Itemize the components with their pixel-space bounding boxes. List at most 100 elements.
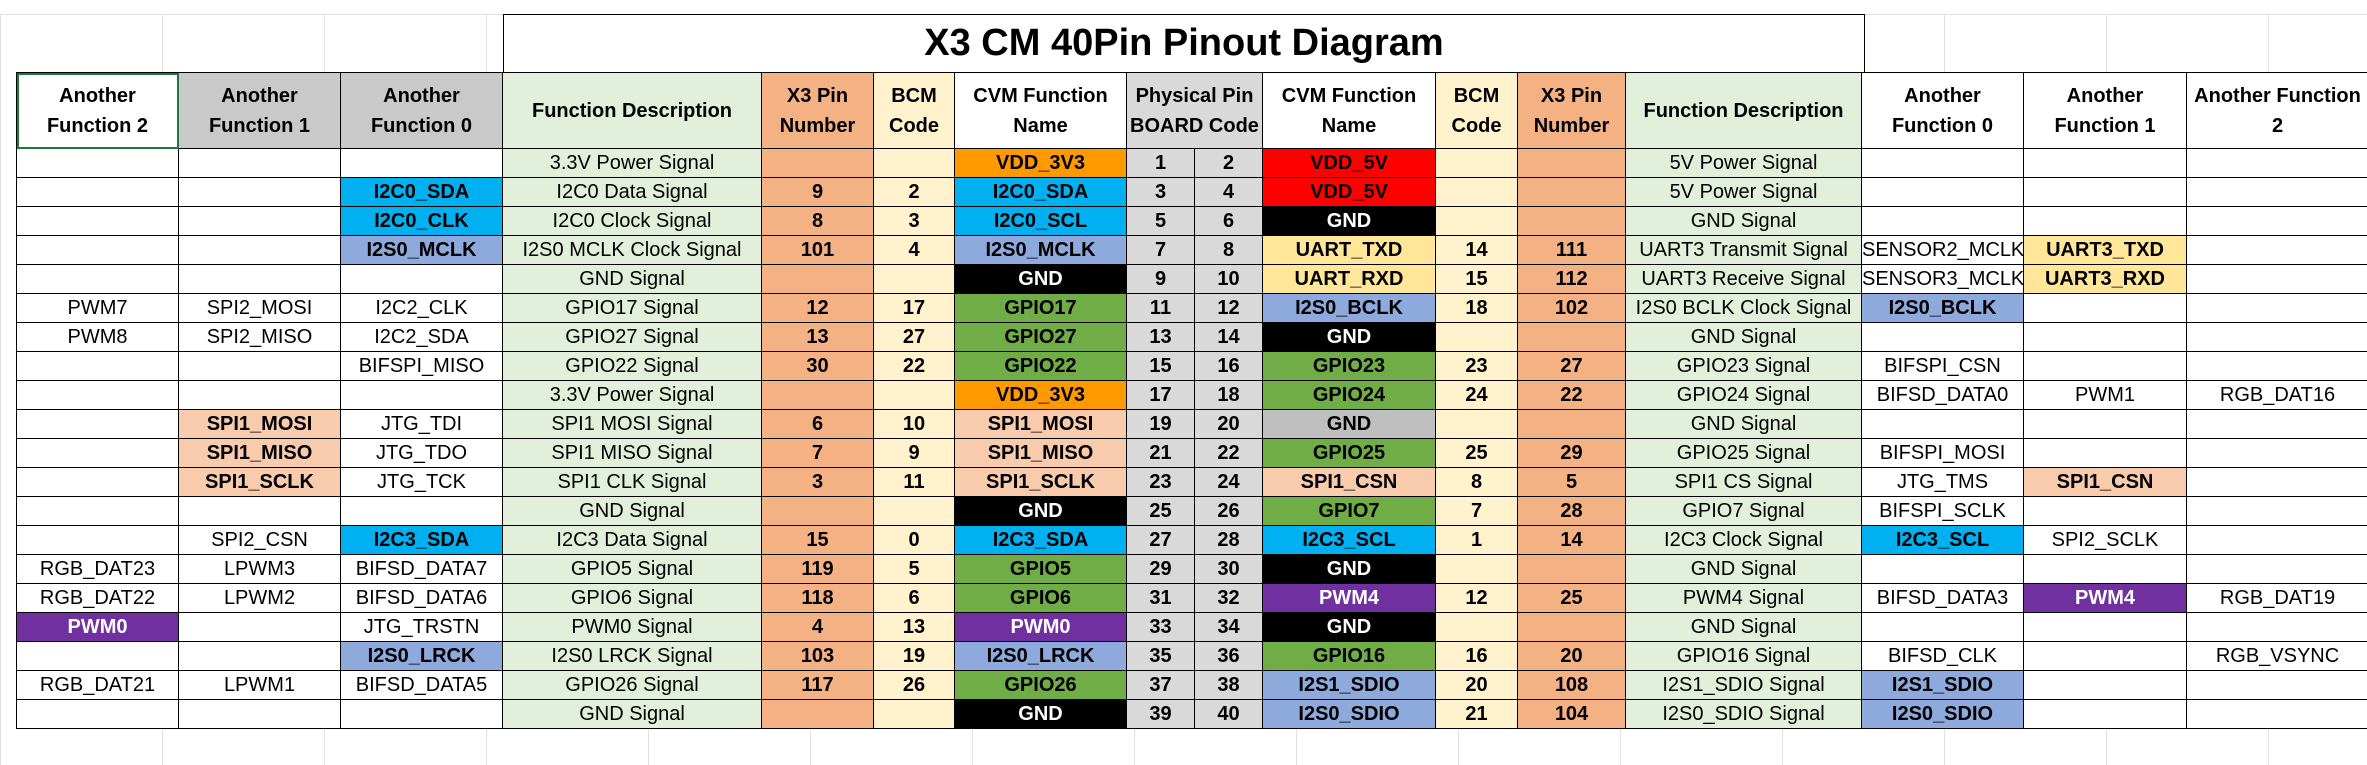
x3-pin-number-left[interactable] <box>761 380 874 410</box>
physical-pin-odd[interactable]: 15 <box>1126 351 1195 381</box>
x3-pin-number-right[interactable]: 25 <box>1517 583 1626 613</box>
another-function-1-right[interactable]: UART3_RXD <box>2023 264 2187 294</box>
bcm-code-left[interactable] <box>873 380 955 410</box>
another-function-1-left[interactable]: LPWM1 <box>178 670 341 700</box>
x3-pin-number-right[interactable] <box>1517 177 1626 207</box>
function-description-right[interactable]: I2S0_SDIO Signal <box>1625 699 1862 729</box>
another-function-1-left[interactable] <box>178 206 341 236</box>
bcm-code-right[interactable]: 8 <box>1435 467 1518 497</box>
physical-pin-odd[interactable]: 23 <box>1126 467 1195 497</box>
cvm-function-right[interactable]: VDD_5V <box>1262 148 1436 178</box>
another-function-1-left[interactable]: LPWM2 <box>178 583 341 613</box>
another-function-1-left[interactable] <box>178 177 341 207</box>
bcm-code-right[interactable] <box>1435 612 1518 642</box>
function-description-left[interactable]: GPIO5 Signal <box>502 554 762 584</box>
another-function-2-right[interactable] <box>2186 496 2367 526</box>
another-function-1-right[interactable] <box>2023 699 2187 729</box>
physical-pin-even[interactable]: 8 <box>1194 235 1263 265</box>
cvm-function-right[interactable]: VDD_5V <box>1262 177 1436 207</box>
another-function-2-left[interactable] <box>16 525 179 555</box>
physical-pin-odd[interactable]: 25 <box>1126 496 1195 526</box>
bcm-code-left[interactable]: 27 <box>873 322 955 352</box>
another-function-1-left[interactable] <box>178 351 341 381</box>
another-function-1-right[interactable]: PWM1 <box>2023 380 2187 410</box>
column-header[interactable]: Another Function 1 <box>178 72 341 149</box>
another-function-2-right[interactable] <box>2186 206 2367 236</box>
function-description-left[interactable]: I2C0 Clock Signal <box>502 206 762 236</box>
physical-pin-even[interactable]: 18 <box>1194 380 1263 410</box>
another-function-2-left[interactable] <box>16 380 179 410</box>
x3-pin-number-left[interactable]: 30 <box>761 351 874 381</box>
another-function-2-right[interactable] <box>2186 554 2367 584</box>
another-function-2-right[interactable] <box>2186 322 2367 352</box>
cvm-function-right[interactable]: GPIO25 <box>1262 438 1436 468</box>
another-function-1-right[interactable] <box>2023 177 2187 207</box>
physical-pin-even[interactable]: 20 <box>1194 409 1263 439</box>
x3-pin-number-right[interactable] <box>1517 554 1626 584</box>
cvm-function-right[interactable]: GND <box>1262 612 1436 642</box>
physical-pin-odd[interactable]: 35 <box>1126 641 1195 671</box>
x3-pin-number-right[interactable]: 20 <box>1517 641 1626 671</box>
another-function-2-left[interactable] <box>16 409 179 439</box>
column-header[interactable]: Another Function 0 <box>340 72 503 149</box>
column-header[interactable]: BCM Code <box>1435 72 1518 149</box>
column-header[interactable]: Another Function 0 <box>1861 72 2024 149</box>
cvm-function-right[interactable]: SPI1_CSN <box>1262 467 1436 497</box>
cvm-function-left[interactable]: GPIO26 <box>954 670 1127 700</box>
cvm-function-left[interactable]: GPIO5 <box>954 554 1127 584</box>
function-description-left[interactable]: GND Signal <box>502 699 762 729</box>
physical-pin-even[interactable]: 36 <box>1194 641 1263 671</box>
another-function-1-left[interactable] <box>178 235 341 265</box>
another-function-0-left[interactable]: JTG_TDO <box>340 438 503 468</box>
cvm-function-right[interactable]: PWM4 <box>1262 583 1436 613</box>
function-description-right[interactable]: SPI1 CS Signal <box>1625 467 1862 497</box>
x3-pin-number-left[interactable]: 12 <box>761 293 874 323</box>
bcm-code-right[interactable]: 7 <box>1435 496 1518 526</box>
cvm-function-left[interactable]: GND <box>954 496 1127 526</box>
cvm-function-left[interactable]: GND <box>954 264 1127 294</box>
function-description-left[interactable]: 3.3V Power Signal <box>502 380 762 410</box>
function-description-right[interactable]: GND Signal <box>1625 409 1862 439</box>
bcm-code-right[interactable] <box>1435 177 1518 207</box>
another-function-2-right[interactable] <box>2186 293 2367 323</box>
cvm-function-right[interactable]: UART_TXD <box>1262 235 1436 265</box>
another-function-2-left[interactable] <box>16 351 179 381</box>
function-description-right[interactable]: GPIO25 Signal <box>1625 438 1862 468</box>
another-function-0-right[interactable]: SENSOR3_MCLK <box>1861 264 2024 294</box>
another-function-1-left[interactable] <box>178 641 341 671</box>
another-function-1-right[interactable] <box>2023 293 2187 323</box>
physical-pin-odd[interactable]: 37 <box>1126 670 1195 700</box>
x3-pin-number-right[interactable] <box>1517 206 1626 236</box>
x3-pin-number-left[interactable]: 7 <box>761 438 874 468</box>
bcm-code-left[interactable] <box>873 148 955 178</box>
bcm-code-right[interactable]: 16 <box>1435 641 1518 671</box>
another-function-0-left[interactable]: I2C0_SDA <box>340 177 503 207</box>
x3-pin-number-left[interactable]: 118 <box>761 583 874 613</box>
function-description-right[interactable]: I2S1_SDIO Signal <box>1625 670 1862 700</box>
another-function-1-right[interactable] <box>2023 438 2187 468</box>
cvm-function-left[interactable]: PWM0 <box>954 612 1127 642</box>
function-description-left[interactable]: GPIO17 Signal <box>502 293 762 323</box>
function-description-right[interactable]: 5V Power Signal <box>1625 177 1862 207</box>
bcm-code-left[interactable] <box>873 496 955 526</box>
physical-pin-odd[interactable]: 39 <box>1126 699 1195 729</box>
cvm-function-right[interactable]: GND <box>1262 206 1436 236</box>
column-header[interactable]: Another Function 1 <box>2023 72 2187 149</box>
column-header[interactable]: Another Function 2 <box>16 72 179 149</box>
cvm-function-right[interactable]: GPIO24 <box>1262 380 1436 410</box>
x3-pin-number-left[interactable]: 9 <box>761 177 874 207</box>
another-function-0-left[interactable] <box>340 380 503 410</box>
bcm-code-left[interactable] <box>873 699 955 729</box>
another-function-0-right[interactable] <box>1861 177 2024 207</box>
x3-pin-number-right[interactable] <box>1517 409 1626 439</box>
another-function-2-left[interactable] <box>16 148 179 178</box>
bcm-code-right[interactable]: 21 <box>1435 699 1518 729</box>
another-function-1-right[interactable] <box>2023 670 2187 700</box>
another-function-0-left[interactable]: I2C3_SDA <box>340 525 503 555</box>
another-function-1-right[interactable] <box>2023 641 2187 671</box>
another-function-2-left[interactable] <box>16 264 179 294</box>
x3-pin-number-right[interactable] <box>1517 148 1626 178</box>
another-function-0-left[interactable] <box>340 496 503 526</box>
physical-pin-even[interactable]: 6 <box>1194 206 1263 236</box>
column-header[interactable]: X3 Pin Number <box>761 72 874 149</box>
